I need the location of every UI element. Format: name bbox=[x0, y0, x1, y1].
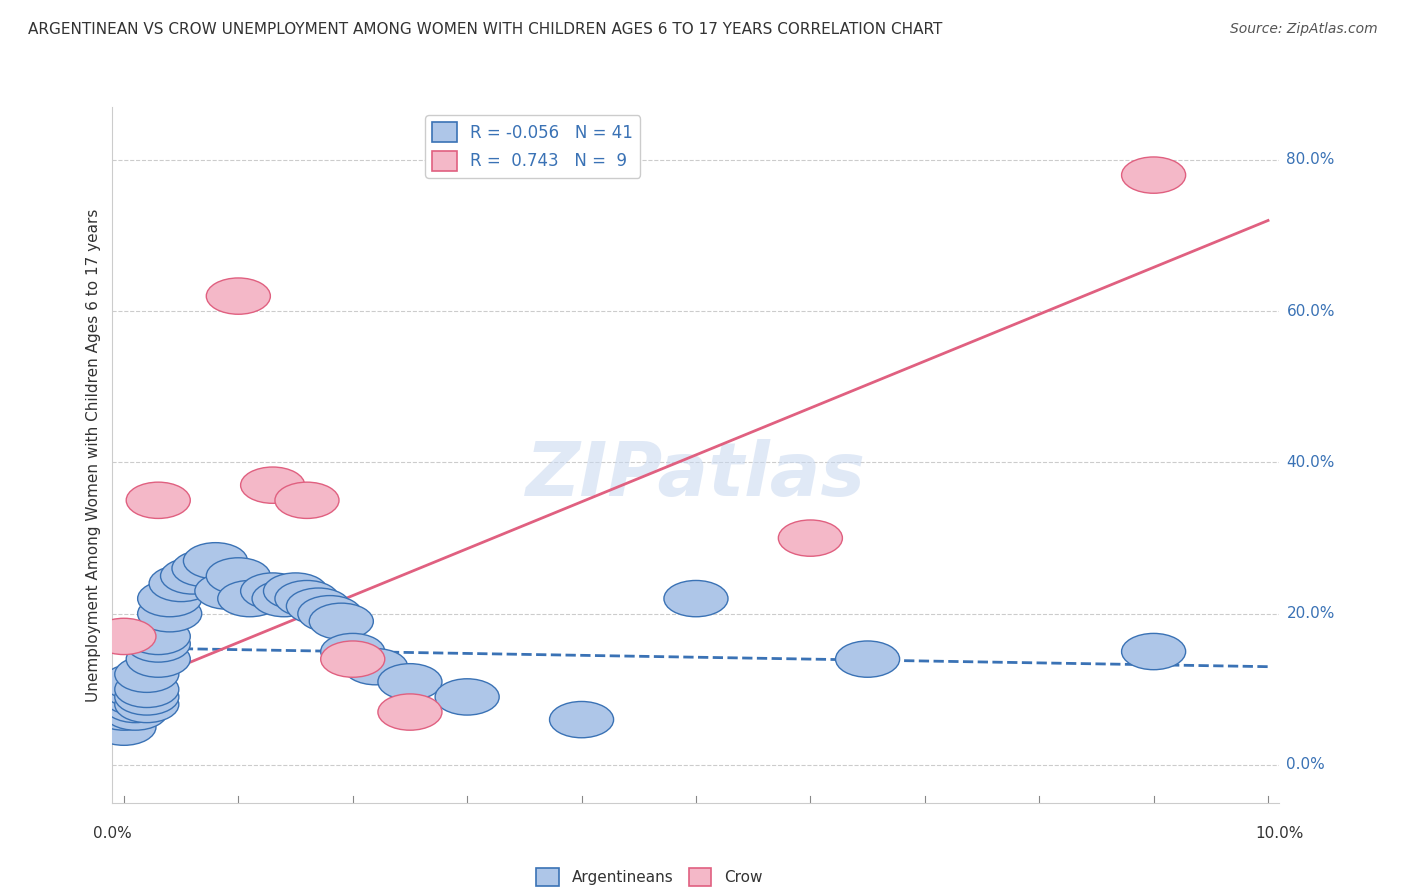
Ellipse shape bbox=[252, 581, 316, 616]
Text: ARGENTINEAN VS CROW UNEMPLOYMENT AMONG WOMEN WITH CHILDREN AGES 6 TO 17 YEARS CO: ARGENTINEAN VS CROW UNEMPLOYMENT AMONG W… bbox=[28, 22, 942, 37]
Text: 80.0%: 80.0% bbox=[1286, 153, 1334, 168]
Ellipse shape bbox=[276, 581, 339, 616]
Text: 20.0%: 20.0% bbox=[1286, 607, 1334, 621]
Ellipse shape bbox=[115, 679, 179, 715]
Ellipse shape bbox=[1122, 633, 1185, 670]
Ellipse shape bbox=[298, 596, 361, 632]
Ellipse shape bbox=[835, 641, 900, 677]
Ellipse shape bbox=[115, 671, 179, 707]
Ellipse shape bbox=[149, 566, 214, 601]
Ellipse shape bbox=[91, 671, 156, 707]
Ellipse shape bbox=[172, 550, 236, 587]
Ellipse shape bbox=[321, 633, 385, 670]
Ellipse shape bbox=[276, 483, 339, 518]
Ellipse shape bbox=[240, 467, 305, 503]
Ellipse shape bbox=[103, 664, 167, 700]
Ellipse shape bbox=[263, 573, 328, 609]
Ellipse shape bbox=[103, 679, 167, 715]
Ellipse shape bbox=[207, 278, 270, 314]
Ellipse shape bbox=[115, 657, 179, 692]
Text: 0.0%: 0.0% bbox=[93, 827, 132, 841]
Ellipse shape bbox=[91, 679, 156, 715]
Ellipse shape bbox=[183, 542, 247, 579]
Ellipse shape bbox=[138, 596, 201, 632]
Text: Source: ZipAtlas.com: Source: ZipAtlas.com bbox=[1230, 22, 1378, 37]
Ellipse shape bbox=[91, 694, 156, 731]
Legend: Argentineans, Crow: Argentineans, Crow bbox=[530, 862, 768, 892]
Ellipse shape bbox=[434, 679, 499, 715]
Ellipse shape bbox=[103, 671, 167, 707]
Ellipse shape bbox=[207, 558, 270, 594]
Ellipse shape bbox=[779, 520, 842, 557]
Ellipse shape bbox=[218, 581, 281, 616]
Ellipse shape bbox=[127, 641, 190, 677]
Text: 0.0%: 0.0% bbox=[1286, 757, 1326, 772]
Text: ZIPatlas: ZIPatlas bbox=[526, 439, 866, 512]
Text: 40.0%: 40.0% bbox=[1286, 455, 1334, 470]
Ellipse shape bbox=[103, 686, 167, 723]
Ellipse shape bbox=[321, 641, 385, 677]
Text: 60.0%: 60.0% bbox=[1286, 304, 1334, 318]
Ellipse shape bbox=[115, 686, 179, 723]
Ellipse shape bbox=[378, 664, 441, 700]
Ellipse shape bbox=[378, 694, 441, 731]
Y-axis label: Unemployment Among Women with Children Ages 6 to 17 years: Unemployment Among Women with Children A… bbox=[86, 208, 101, 702]
Ellipse shape bbox=[127, 626, 190, 662]
Ellipse shape bbox=[127, 483, 190, 518]
Ellipse shape bbox=[664, 581, 728, 616]
Ellipse shape bbox=[287, 588, 350, 624]
Ellipse shape bbox=[550, 701, 613, 738]
Ellipse shape bbox=[103, 694, 167, 731]
Ellipse shape bbox=[91, 709, 156, 746]
Ellipse shape bbox=[343, 648, 408, 685]
Ellipse shape bbox=[195, 573, 259, 609]
Ellipse shape bbox=[1122, 157, 1185, 194]
Ellipse shape bbox=[127, 618, 190, 655]
Ellipse shape bbox=[160, 558, 225, 594]
Ellipse shape bbox=[91, 618, 156, 655]
Text: 10.0%: 10.0% bbox=[1256, 827, 1303, 841]
Ellipse shape bbox=[309, 603, 374, 640]
Ellipse shape bbox=[138, 581, 201, 616]
Ellipse shape bbox=[91, 686, 156, 723]
Ellipse shape bbox=[240, 573, 305, 609]
